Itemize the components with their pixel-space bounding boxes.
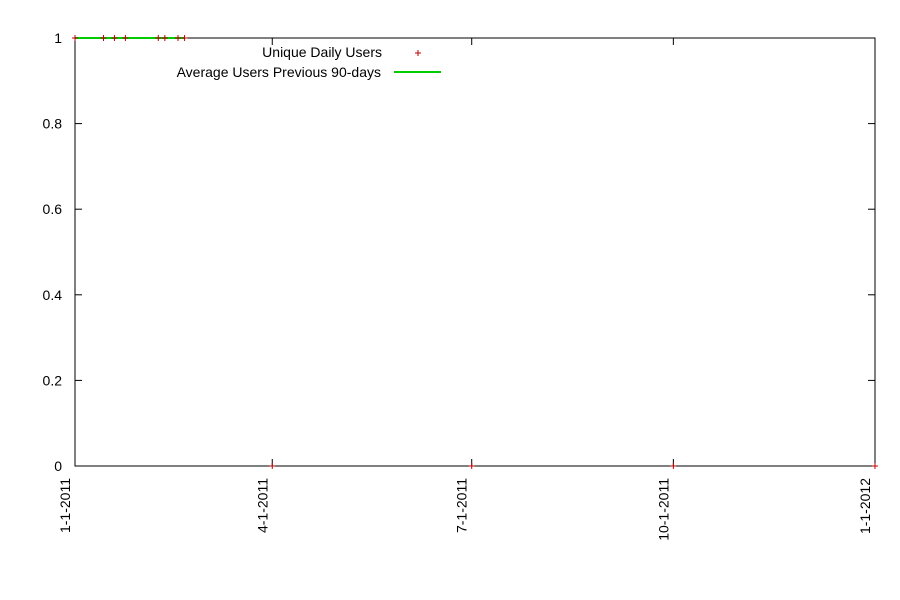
y-tick-label: 0 xyxy=(54,458,62,474)
data-point-unique-daily-users xyxy=(122,35,129,41)
legend: Unique Daily Users Average Users Previou… xyxy=(177,44,441,80)
plot-frame xyxy=(74,37,876,467)
data-point-unique-daily-users xyxy=(175,35,182,41)
data-point-unique-daily-users xyxy=(111,35,118,41)
legend-plus-marker xyxy=(415,50,421,56)
data-point-unique-daily-users xyxy=(269,463,276,469)
legend-label-unique-daily-users: Unique Daily Users xyxy=(262,44,382,60)
x-tick-label: 4-1-2011 xyxy=(254,478,270,533)
y-tick-label: 0.2 xyxy=(43,372,63,388)
y-tick-label: 1 xyxy=(54,30,62,46)
data-point-unique-daily-users xyxy=(468,463,475,469)
data-point-unique-daily-users xyxy=(100,35,107,41)
y-tick-label: 0.6 xyxy=(43,201,63,217)
data-point-unique-daily-users xyxy=(72,35,78,41)
data-point-unique-daily-users xyxy=(155,35,162,41)
data-point-unique-daily-users xyxy=(872,463,878,469)
x-tick-label: 7-1-2011 xyxy=(454,478,470,533)
y-tick-label: 0.8 xyxy=(43,116,63,132)
x-tick-label: 10-1-2011 xyxy=(655,478,671,541)
x-tick-label: 1-1-2011 xyxy=(57,478,73,533)
legend-marker-unique-daily-users xyxy=(415,50,421,56)
series-layer xyxy=(72,35,878,469)
legend-label-average-users: Average Users Previous 90-days xyxy=(177,64,381,80)
y-tick-label: 0.4 xyxy=(43,287,63,303)
data-point-unique-daily-users xyxy=(161,35,168,41)
data-point-unique-daily-users xyxy=(181,35,188,41)
x-tick-labels: 1-1-2011 4-1-2011 7-1-2011 10-1-2011 1-1-201… xyxy=(57,478,873,541)
x-tick-label: 1-1-2012 xyxy=(857,478,873,534)
data-point-unique-daily-users xyxy=(670,463,677,469)
y-tick-labels: 0 0.2 0.4 0.6 0.8 1 xyxy=(43,30,63,474)
axis-ticks xyxy=(74,37,876,467)
